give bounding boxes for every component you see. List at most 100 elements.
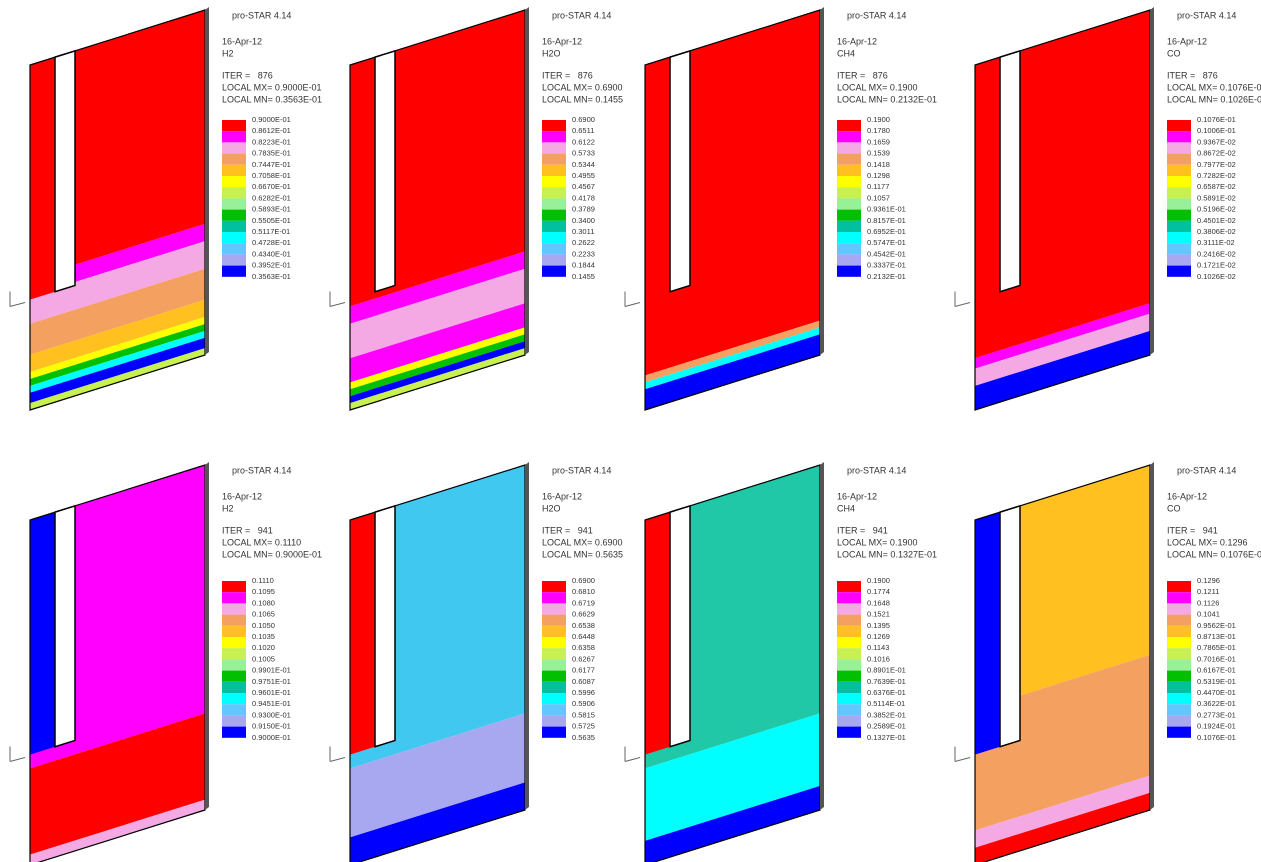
inlet-strip	[30, 512, 55, 754]
legend-swatch	[1167, 254, 1191, 265]
axis-triad	[330, 758, 345, 762]
legend-label: 0.1900	[867, 576, 890, 585]
legend-swatch	[837, 637, 861, 648]
legend-label: 0.7058E-01	[252, 171, 291, 180]
legend-label: 0.1269	[867, 632, 890, 641]
legend-label: 0.7282E-02	[1197, 171, 1236, 180]
legend-swatch	[1167, 142, 1191, 153]
legend-label: 0.6900	[572, 576, 595, 585]
local-max: LOCAL MX= 0.9000E-01	[222, 82, 321, 92]
legend-swatch	[542, 715, 566, 726]
legend-label: 0.6538	[572, 621, 595, 630]
legend-swatch	[542, 648, 566, 659]
legend-label: 0.3337E-01	[867, 261, 906, 270]
legend-label: 0.3011	[572, 227, 594, 236]
legend-swatch	[542, 266, 566, 277]
legend-label: 0.5635	[572, 733, 595, 742]
legend-label: 0.4567	[572, 182, 595, 191]
iter-label: ITER = 941	[837, 525, 888, 535]
inlet-strip	[975, 57, 1000, 299]
legend-swatch	[1167, 715, 1191, 726]
legend-label: 0.3852E-01	[867, 710, 906, 719]
inlet-strip	[30, 57, 55, 299]
legend-swatch	[542, 243, 566, 254]
legend-label: 0.1050	[252, 621, 275, 630]
software-label: pro-STAR 4.14	[1177, 10, 1236, 20]
species-label: H2O	[542, 503, 561, 513]
legend-swatch	[542, 637, 566, 648]
local-max: LOCAL MX= 0.1900	[837, 82, 917, 92]
slab-depth	[205, 462, 209, 810]
figure: pro-STAR 4.1416-Apr-12H2ITER = 876LOCAL …	[0, 0, 1261, 862]
legend-swatch	[542, 131, 566, 142]
legend-label: 0.1211	[1197, 587, 1219, 596]
axis-triad	[625, 758, 640, 762]
legend-swatch	[1167, 232, 1191, 243]
legend-swatch	[222, 727, 246, 738]
legend-label: 0.8223E-01	[252, 137, 291, 146]
legend-label: 0.3952E-01	[252, 261, 291, 270]
legend-label: 0.1057	[867, 193, 890, 202]
axis-triad	[955, 758, 970, 762]
legend-label: 0.1026E-02	[1197, 272, 1236, 281]
legend-swatch	[542, 592, 566, 603]
legend-swatch	[542, 254, 566, 265]
legend-swatch	[222, 142, 246, 153]
legend-label: 0.9367E-02	[1197, 137, 1236, 146]
legend-label: 0.5505E-01	[252, 216, 291, 225]
legend-swatch	[837, 581, 861, 592]
legend-label: 0.1110	[252, 576, 274, 585]
axis-triad	[330, 303, 345, 307]
axis-triad	[10, 303, 25, 307]
contour-panel	[30, 7, 209, 410]
legend-label: 0.1455	[572, 272, 595, 281]
species-label: CH4	[837, 48, 855, 58]
legend-swatch	[222, 693, 246, 704]
slot	[55, 506, 75, 747]
legend-swatch	[837, 221, 861, 232]
legend-swatch	[222, 615, 246, 626]
legend-swatch	[837, 142, 861, 153]
legend-swatch	[542, 120, 566, 131]
species-label: H2	[222, 48, 234, 58]
contour-panel	[350, 7, 529, 410]
legend-label: 0.6670E-01	[252, 182, 291, 191]
legend-label: 0.1177	[867, 182, 889, 191]
legend-swatch	[1167, 626, 1191, 637]
legend-label: 0.8612E-01	[252, 126, 291, 135]
legend-label: 0.1041	[1197, 610, 1220, 619]
legend-label: 0.1844	[572, 261, 595, 270]
local-min: LOCAL MN= 0.3563E-01	[222, 94, 322, 104]
legend-swatch	[222, 682, 246, 693]
legend-label: 0.1774	[867, 587, 890, 596]
legend-label: 0.1659	[867, 137, 890, 146]
legend-label: 0.3806E-02	[1197, 227, 1236, 236]
legend-label: 0.8713E-01	[1197, 632, 1236, 641]
slot	[1000, 51, 1020, 292]
legend-label: 0.1076E-01	[1197, 733, 1236, 742]
legend-swatch	[1167, 637, 1191, 648]
slab-depth	[1150, 462, 1154, 810]
legend-label: 0.2589E-01	[867, 722, 906, 731]
slab-depth	[525, 462, 529, 810]
legend-label: 0.6511	[572, 126, 594, 135]
species-label: CH4	[837, 503, 855, 513]
legend-label: 0.1076E-01	[1197, 115, 1236, 124]
legend-swatch	[837, 254, 861, 265]
legend-swatch	[1167, 581, 1191, 592]
local-min: LOCAL MN= 0.1455	[542, 94, 623, 104]
legend-swatch	[837, 165, 861, 176]
legend-label: 0.1298	[867, 171, 890, 180]
legend-label: 0.1065	[252, 610, 275, 619]
legend-swatch	[1167, 704, 1191, 715]
local-max: LOCAL MX= 0.1900	[837, 537, 917, 547]
legend-swatch	[222, 592, 246, 603]
legend-swatch	[542, 603, 566, 614]
legend-swatch	[837, 615, 861, 626]
legend-label: 0.2416E-02	[1197, 249, 1236, 258]
legend-swatch	[222, 266, 246, 277]
software-label: pro-STAR 4.14	[232, 465, 291, 475]
legend-label: 0.5344	[572, 160, 595, 169]
legend-label: 0.3563E-01	[252, 272, 291, 281]
legend-swatch	[542, 232, 566, 243]
